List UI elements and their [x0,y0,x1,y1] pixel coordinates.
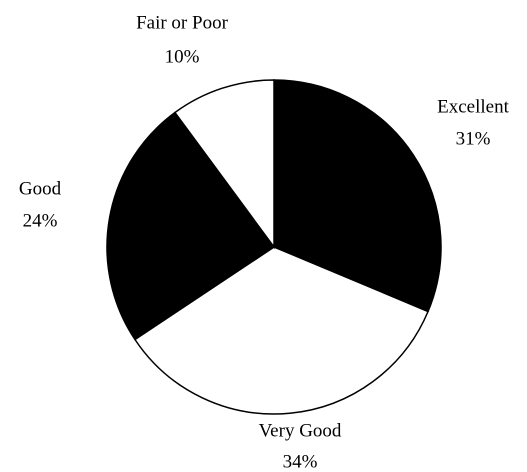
slice-value: 24% [23,210,58,231]
slice-value: 34% [283,451,318,472]
slice-label: Very Good [259,420,342,441]
pie-slice [173,79,275,250]
pie-slice [273,79,442,313]
pie-slice [133,246,430,415]
slice-value: 10% [165,46,200,67]
slice-label: Excellent [437,96,509,117]
slice-label: Good [19,178,62,199]
pie-slice [106,111,276,341]
slice-value: 31% [456,128,491,149]
slice-label: Fair or Poor [136,12,229,33]
